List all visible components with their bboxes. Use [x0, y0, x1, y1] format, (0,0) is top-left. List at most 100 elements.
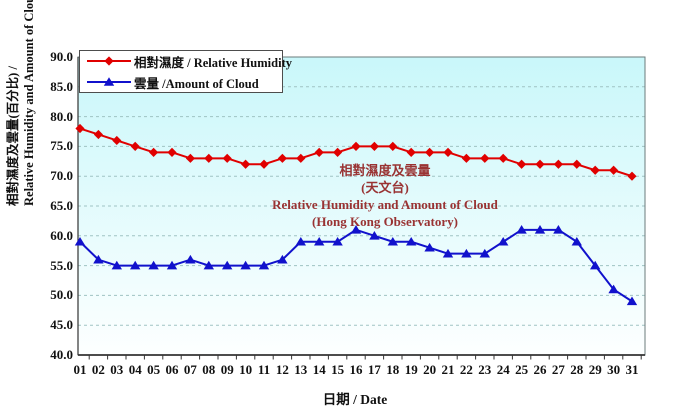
data-point-marker [350, 225, 362, 234]
data-point-marker [461, 153, 471, 163]
legend-label-cloud: 雲量 /Amount of Cloud [134, 76, 259, 91]
x-tick-label: 18 [386, 362, 400, 377]
data-point-marker [461, 248, 472, 258]
x-tick-label: 16 [349, 362, 363, 377]
y-tick-label: 45.0 [50, 317, 73, 333]
x-tick-label: 25 [515, 362, 529, 377]
cloud-series-marker-icon [87, 77, 131, 86]
data-point-marker [93, 254, 104, 264]
data-point-marker [203, 260, 214, 270]
x-tick-label: 13 [294, 362, 308, 377]
data-point-marker [130, 260, 141, 270]
data-point-marker [387, 236, 398, 246]
y-tick-label: 50.0 [50, 287, 73, 303]
data-point-marker [93, 129, 103, 140]
cloud-series [74, 225, 638, 306]
data-point-marker [498, 236, 509, 246]
x-tick-label: 02 [91, 362, 105, 377]
x-tick-label: 10 [239, 362, 253, 377]
data-point-marker [516, 225, 527, 234]
x-tick-label: 31 [625, 362, 639, 377]
y-tick-label: 60.0 [50, 227, 73, 243]
data-point-marker [259, 159, 269, 169]
data-point-marker [258, 260, 270, 270]
y-tick-label: 70.0 [50, 168, 73, 184]
x-tick-label: 15 [331, 362, 345, 377]
data-point-marker [388, 141, 398, 151]
data-point-marker [166, 260, 178, 270]
data-point-marker [185, 153, 195, 163]
x-axis-ticks [88, 355, 642, 360]
humidity-series [75, 123, 637, 181]
x-tick-label: 01 [73, 362, 87, 377]
data-point-marker [222, 260, 233, 270]
x-tick-label: 06 [165, 362, 179, 377]
x-tick-label: 09 [220, 362, 234, 377]
humidity-series-marker-icon [87, 56, 131, 66]
data-point-marker [75, 123, 85, 134]
data-point-marker [626, 296, 638, 306]
data-point-marker [296, 153, 306, 163]
y-tick-label: 80.0 [50, 108, 73, 124]
x-tick-label: 12 [275, 362, 289, 377]
data-point-marker [553, 159, 563, 169]
annotation-line-2: (天文台) [361, 180, 409, 195]
data-point-marker [369, 141, 379, 151]
x-tick-label: 28 [570, 362, 584, 377]
x-tick-label: 27 [551, 362, 565, 377]
data-point-marker [277, 153, 287, 163]
annotation-line-3: Relative Humidity and Amount of Cloud [272, 197, 498, 212]
x-tick-label: 24 [496, 362, 510, 377]
data-point-marker [351, 141, 361, 151]
data-point-marker [241, 159, 251, 169]
data-point-marker [314, 236, 325, 246]
y-tick-label: 85.0 [50, 78, 73, 94]
data-point-marker [295, 236, 306, 246]
x-tick-label: 30 [607, 362, 621, 377]
data-point-marker [627, 171, 637, 181]
data-point-marker [571, 236, 582, 246]
data-point-marker [406, 236, 417, 246]
data-point-marker [553, 225, 564, 234]
data-point-marker [609, 165, 619, 175]
y-tick-label: 55.0 [50, 257, 73, 273]
x-axis-title: 日期 / Date [322, 392, 388, 407]
data-point-marker [240, 260, 251, 270]
data-point-marker [425, 147, 435, 157]
annotation-line-1: 相對濕度及雲量 [339, 163, 431, 178]
x-tick-label: 08 [202, 362, 216, 377]
data-point-marker [572, 159, 582, 169]
data-point-marker [185, 254, 196, 264]
data-point-marker [479, 248, 490, 258]
data-point-marker [608, 284, 619, 294]
data-point-marker [333, 147, 343, 157]
data-point-marker [130, 141, 140, 151]
x-tick-label: 11 [257, 362, 271, 377]
x-tick-label: 05 [147, 362, 161, 377]
data-point-marker [535, 159, 545, 169]
x-tick-label: 23 [478, 362, 492, 377]
legend-box: 相對濕度 / Relative Humidity 雲量 /Amount of C… [79, 50, 292, 93]
data-point-marker [111, 260, 122, 270]
data-point-marker [534, 225, 546, 234]
x-tick-label: 29 [588, 362, 602, 377]
data-point-marker [314, 147, 324, 157]
legend-item-cloud: 雲量 /Amount of Cloud [80, 72, 282, 92]
data-point-marker [590, 165, 600, 175]
y-tick-label: 75.0 [50, 138, 73, 154]
data-point-marker [424, 242, 435, 252]
legend-item-humidity: 相對濕度 / Relative Humidity [80, 51, 292, 71]
legend-label-humidity: 相對濕度 / Relative Humidity [134, 55, 292, 70]
data-point-marker [443, 147, 453, 157]
data-point-marker [167, 147, 177, 157]
annotation-line-4: (Hong Kong Observatory) [312, 214, 458, 229]
data-point-marker [590, 260, 601, 270]
y-tick-label: 90.0 [50, 49, 73, 64]
y-tick-label: 65.0 [50, 198, 73, 213]
x-tick-label: 26 [533, 362, 547, 377]
data-point-marker [277, 254, 288, 264]
data-point-marker [222, 153, 232, 163]
x-tick-label: 07 [183, 362, 197, 377]
